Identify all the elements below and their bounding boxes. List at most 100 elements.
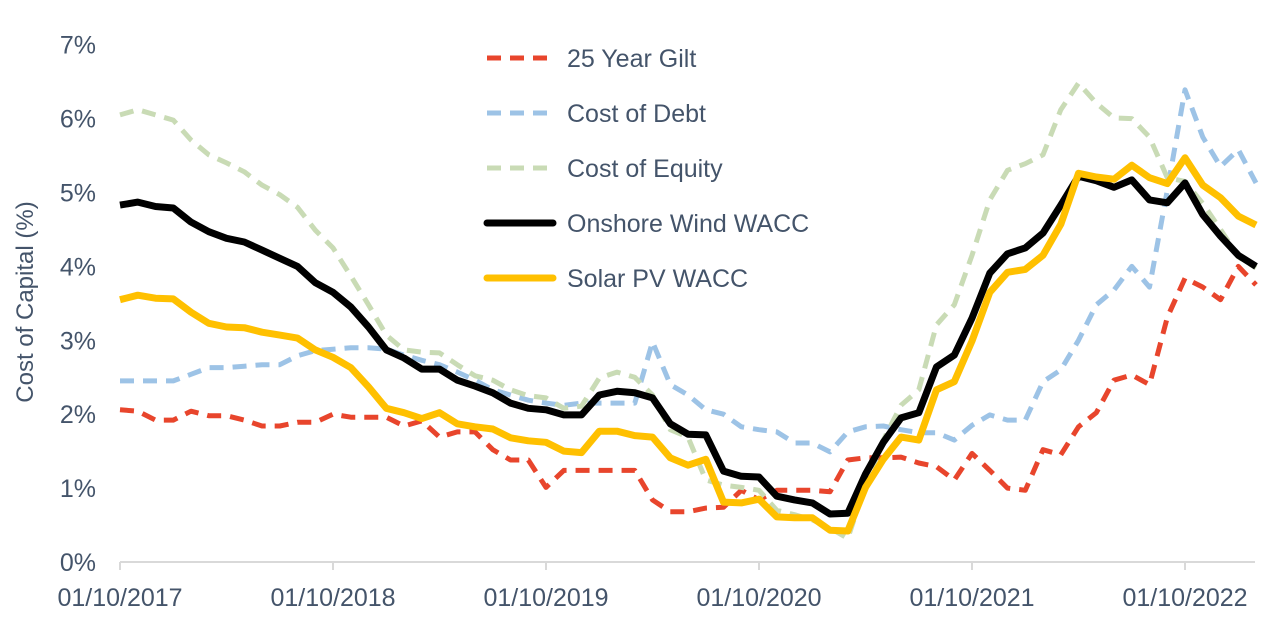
- x-tick-label: 01/10/2020: [696, 584, 821, 612]
- data-point: [722, 483, 726, 487]
- data-point: [988, 271, 992, 275]
- data-point: [491, 378, 495, 382]
- data-point: [651, 435, 655, 439]
- data-point: [1183, 156, 1187, 160]
- data-point: [1165, 182, 1169, 186]
- data-point: [296, 205, 300, 209]
- data-point: [1219, 298, 1223, 302]
- legend-label: Cost of Equity: [567, 155, 723, 183]
- data-point: [189, 138, 193, 142]
- data-point: [491, 391, 495, 395]
- data-point: [207, 414, 211, 418]
- data-point: [846, 529, 850, 533]
- data-point: [171, 379, 175, 383]
- data-point: [438, 367, 442, 371]
- data-point: [775, 430, 779, 434]
- data-point: [526, 398, 530, 402]
- data-point: [473, 378, 477, 382]
- data-point: [615, 389, 619, 393]
- data-point: [1077, 425, 1081, 429]
- data-point: [367, 346, 371, 350]
- x-tick-label: 01/10/2021: [909, 584, 1034, 612]
- data-point: [562, 449, 566, 453]
- data-point: [952, 353, 956, 357]
- data-point: [136, 409, 140, 413]
- data-point: [473, 384, 477, 388]
- legend-item: Solar PV WACC: [483, 265, 748, 293]
- y-tick-label: 5%: [60, 180, 96, 208]
- data-point: [1023, 246, 1027, 250]
- data-point: [739, 425, 743, 429]
- data-point: [739, 474, 743, 478]
- data-point: [615, 429, 619, 433]
- data-point: [615, 370, 619, 374]
- legend-label: Onshore Wind WACC: [567, 210, 809, 238]
- data-point: [171, 206, 175, 210]
- data-point: [154, 296, 158, 300]
- data-point: [1183, 181, 1187, 185]
- data-point: [1201, 202, 1205, 206]
- data-point: [455, 430, 459, 434]
- data-point: [775, 515, 779, 519]
- data-point: [580, 451, 584, 455]
- data-point: [1094, 101, 1098, 105]
- data-point: [1094, 303, 1098, 307]
- data-point: [367, 415, 371, 419]
- data-point: [1059, 203, 1063, 207]
- data-point: [580, 468, 584, 472]
- data-point: [580, 404, 584, 408]
- data-point: [1023, 418, 1027, 422]
- data-point: [686, 463, 690, 467]
- data-point: [1130, 178, 1134, 182]
- data-point: [1183, 88, 1187, 92]
- series-onshore-wind-wacc: [119, 172, 1258, 518]
- series-line: [120, 87, 1259, 455]
- data-point: [1094, 411, 1098, 415]
- data-point: [260, 330, 264, 334]
- data-point: [615, 401, 619, 405]
- data-point: [1112, 288, 1116, 292]
- data-point: [260, 183, 264, 187]
- data-point: [1059, 108, 1063, 112]
- data-point: [313, 348, 317, 352]
- data-point: [917, 388, 921, 392]
- data-point: [757, 475, 761, 479]
- data-point: [544, 396, 548, 400]
- data-point: [225, 325, 229, 329]
- data-point: [349, 366, 353, 370]
- series-cost-of-debt: [120, 87, 1259, 455]
- data-point: [846, 511, 850, 515]
- data-point: [154, 379, 158, 383]
- legend-label: 25 Year Gilt: [567, 45, 696, 73]
- data-point: [1006, 486, 1010, 490]
- data-point: [793, 441, 797, 445]
- data-point: [118, 298, 122, 302]
- data-point: [722, 505, 726, 509]
- data-point: [154, 113, 158, 117]
- data-point: [1023, 267, 1027, 271]
- data-point: [899, 428, 903, 432]
- data-point: [633, 434, 637, 438]
- data-point: [509, 401, 513, 405]
- data-point: [899, 403, 903, 407]
- data-point: [189, 409, 193, 413]
- data-point: [278, 193, 282, 197]
- data-point: [189, 220, 193, 224]
- data-point: [1148, 135, 1152, 139]
- data-point: [935, 365, 939, 369]
- series-line: [119, 172, 1258, 518]
- y-tick-label: 1%: [60, 475, 96, 503]
- data-point: [846, 536, 850, 540]
- data-point: [260, 248, 264, 252]
- data-point: [1183, 276, 1187, 280]
- data-point: [438, 435, 442, 439]
- data-point: [402, 411, 406, 415]
- data-point: [402, 356, 406, 360]
- series-line: [119, 154, 1258, 535]
- x-tick-label: 01/10/2022: [1122, 584, 1247, 612]
- data-point: [704, 408, 708, 412]
- data-point: [597, 429, 601, 433]
- data-point: [349, 346, 353, 350]
- data-point: [1130, 264, 1134, 268]
- data-point: [526, 458, 530, 462]
